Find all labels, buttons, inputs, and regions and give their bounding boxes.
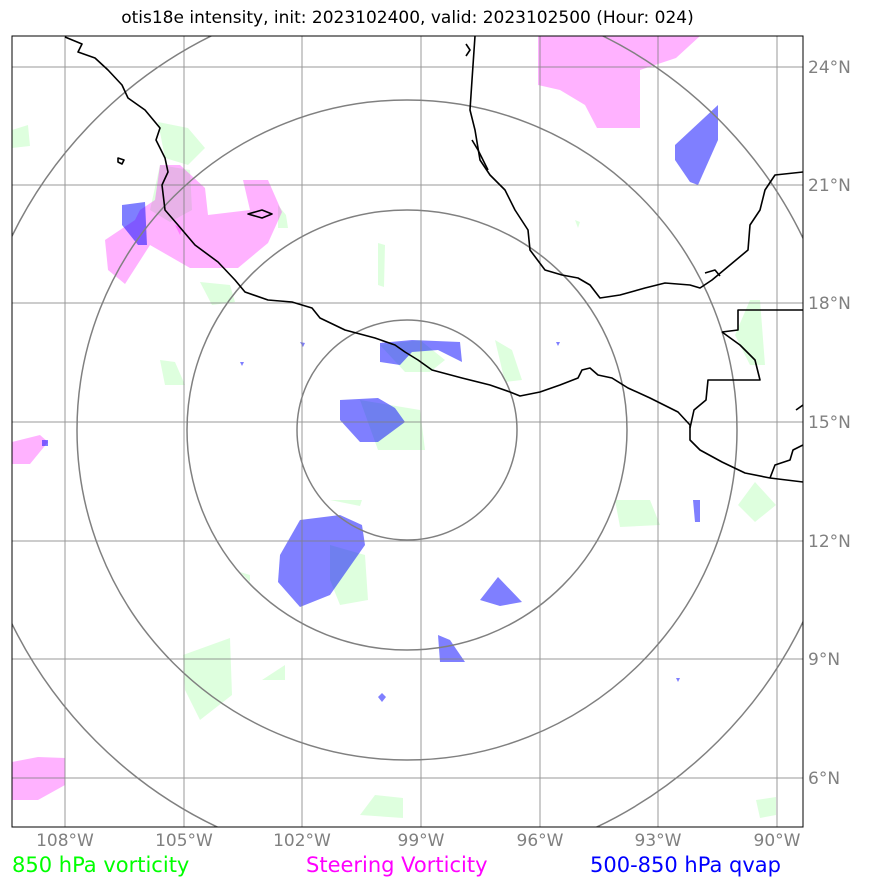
lon-label: 105°W — [155, 831, 213, 851]
legend-qvap: 500-850 hPa qvap — [590, 853, 781, 877]
lat-label: 6°N — [808, 769, 840, 789]
lon-label: 102°W — [273, 831, 331, 851]
lon-label: 93°W — [635, 831, 682, 851]
lon-label: 90°W — [754, 831, 801, 851]
lat-label: 9°N — [808, 650, 840, 670]
range-rings — [12, 36, 803, 827]
plot-title: otis18e intensity, init: 2023102400, val… — [121, 8, 694, 28]
lat-label: 24°N — [808, 58, 851, 78]
range-ring-2 — [186, 209, 628, 651]
legend-850-vorticity: 850 hPa vorticity — [12, 853, 190, 877]
lat-lon-grid — [12, 36, 803, 827]
qvap-field — [42, 105, 718, 702]
range-ring-3 — [76, 99, 738, 761]
lat-label: 12°N — [808, 532, 851, 552]
lat-axis-labels: 24°N 21°N 18°N 15°N 12°N 9°N 6°N — [808, 58, 851, 789]
map-frame — [11, 35, 804, 828]
lat-label: 18°N — [808, 294, 851, 314]
range-ring-4 — [12, 36, 803, 827]
lon-axis-labels: 108°W 105°W 102°W 99°W 96°W 93°W 90°W — [36, 831, 801, 851]
coastline — [64, 36, 803, 483]
lon-label: 99°W — [398, 831, 445, 851]
legend-steering-vorticity: Steering Vorticity — [306, 853, 488, 877]
range-ring-1 — [296, 319, 518, 541]
lon-label: 108°W — [36, 831, 94, 851]
lat-label: 15°N — [808, 413, 851, 433]
lat-label: 21°N — [808, 176, 851, 196]
lon-label: 96°W — [517, 831, 564, 851]
